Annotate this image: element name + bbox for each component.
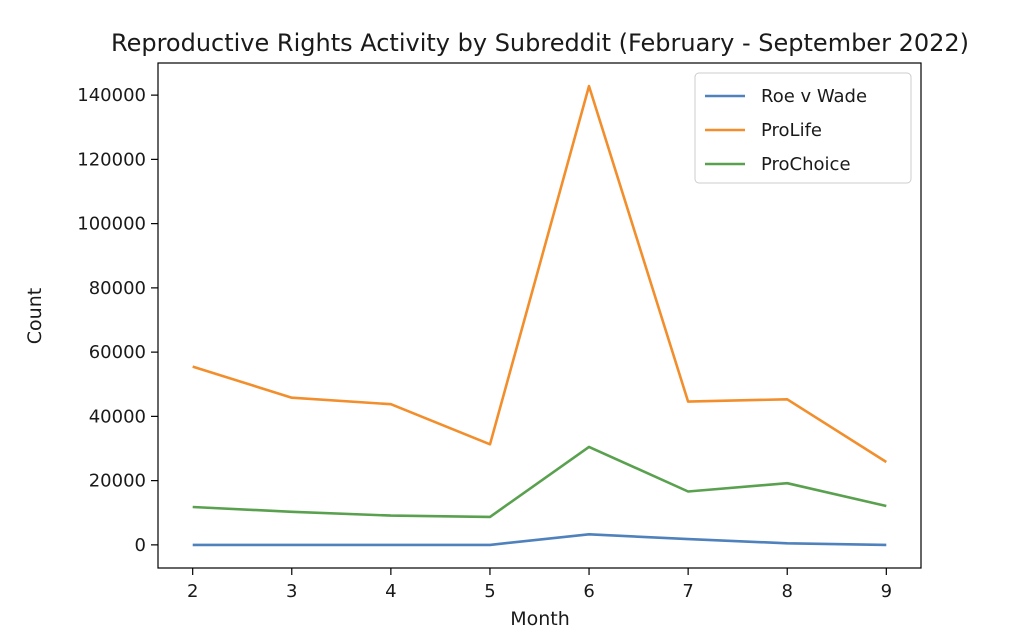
- series-line-roe-v-wade: [192, 532, 887, 547]
- legend-label-prochoice: ProChoice: [761, 154, 851, 175]
- y-axis-label: Count: [24, 288, 46, 344]
- y-tick-label: 60000: [89, 342, 146, 363]
- x-tick-label: 5: [484, 581, 495, 602]
- y-tick-label: 100000: [77, 214, 146, 235]
- x-tick-label: 4: [385, 581, 396, 602]
- x-tick-label: 9: [881, 581, 892, 602]
- legend-label-prolife: ProLife: [761, 120, 822, 141]
- y-tick-label: 0: [135, 535, 146, 556]
- x-tick-label: 2: [187, 581, 198, 602]
- x-tick-label: 8: [782, 581, 793, 602]
- x-tick-label: 7: [682, 581, 693, 602]
- series-line-prolife: [192, 84, 887, 464]
- y-tick-label: 140000: [77, 85, 146, 106]
- y-tick-label: 120000: [77, 149, 146, 170]
- plot-marks: 2 3 4 5 6 7 8 9 0 20000 40000 60000 80000 100000 12000…: [77, 84, 892, 602]
- x-tick-label: 3: [286, 581, 297, 602]
- chart-title: Reproductive Rights Activity by Subreddi…: [111, 29, 969, 57]
- y-tick-label: 80000: [89, 278, 146, 299]
- legend-label-roe-v-wade: Roe v Wade: [761, 86, 867, 107]
- x-tick-label: 6: [583, 581, 594, 602]
- legend-box: [694, 72, 912, 184]
- y-tick-label: 40000: [89, 406, 146, 427]
- legend: Roe v Wade ProLife ProChoice: [694, 72, 912, 184]
- series-line-prochoice: [192, 445, 887, 519]
- y-tick-label: 20000: [89, 471, 146, 492]
- plot-frame: [157, 62, 922, 569]
- x-axis-label: Month: [510, 608, 570, 630]
